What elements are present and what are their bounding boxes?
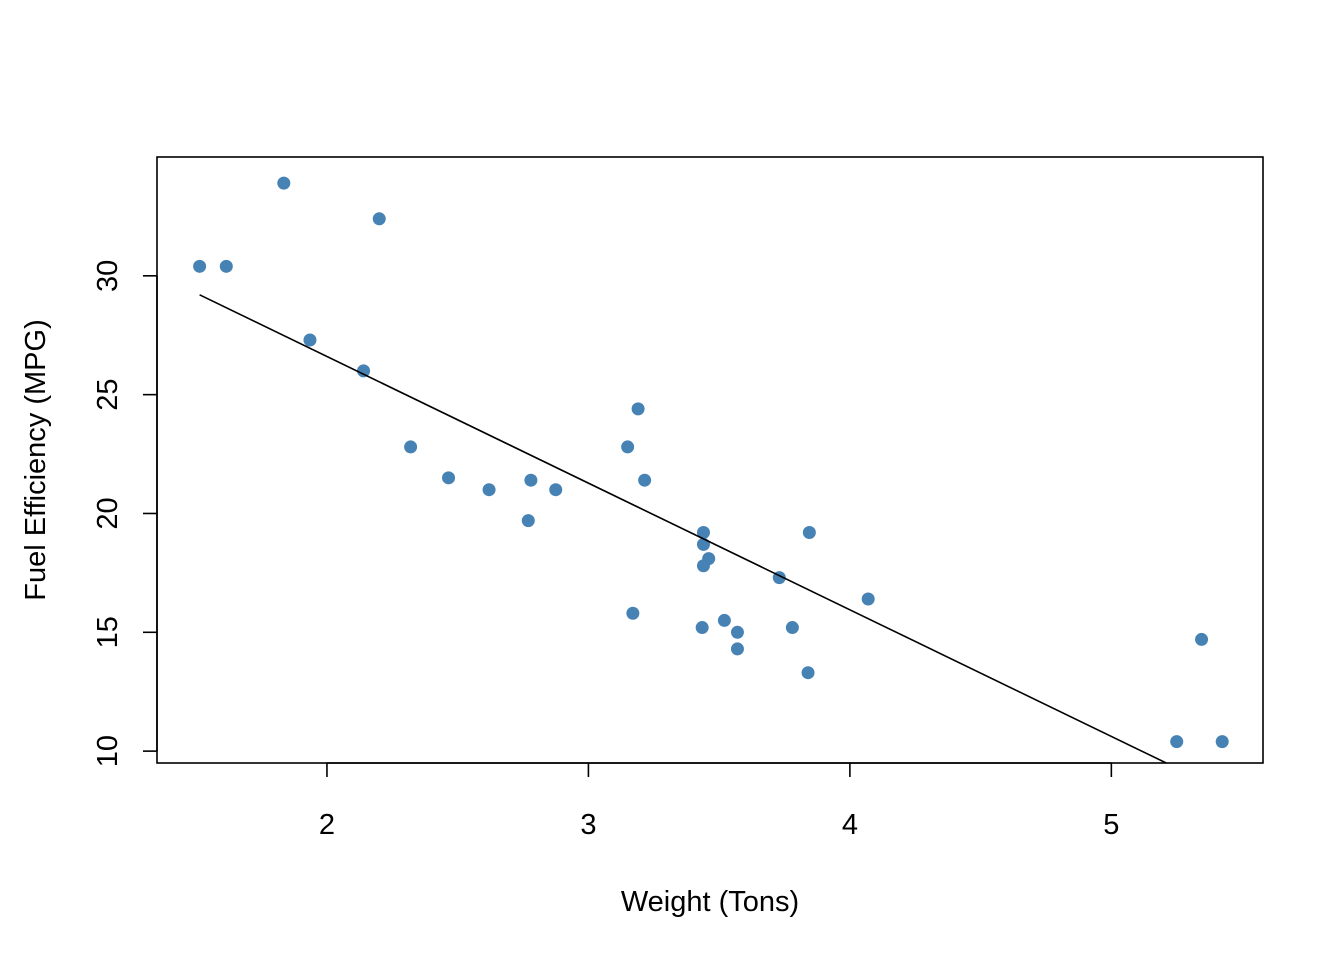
data-point — [277, 176, 291, 190]
data-point — [1170, 735, 1184, 749]
data-point — [801, 666, 815, 680]
data-points — [193, 176, 1229, 749]
x-tick-label: 3 — [580, 809, 596, 841]
data-point — [696, 559, 710, 573]
x-axis-title: Weight (Tons) — [621, 886, 799, 918]
data-point — [1195, 632, 1209, 646]
data-point — [1215, 735, 1229, 749]
data-point — [303, 333, 317, 347]
x-tick-label: 2 — [319, 809, 335, 841]
y-tick-label: 20 — [92, 497, 124, 529]
data-point — [696, 537, 710, 551]
regression-line — [199, 294, 1167, 764]
data-point — [219, 259, 233, 273]
data-point — [730, 642, 744, 656]
data-point — [521, 514, 535, 528]
x-axis: 2 3 4 5 — [319, 762, 1119, 841]
data-point — [372, 212, 386, 226]
data-point — [621, 440, 635, 454]
x-tick-label: 4 — [842, 809, 858, 841]
y-tick-label: 25 — [92, 379, 124, 411]
data-point — [549, 483, 563, 497]
data-point — [357, 364, 371, 378]
data-point — [404, 440, 418, 454]
data-point — [717, 613, 731, 627]
y-axis: 10 15 20 25 30 — [92, 260, 158, 767]
data-point — [631, 402, 645, 416]
data-point — [730, 625, 744, 639]
data-point — [861, 592, 875, 606]
data-point — [785, 621, 799, 635]
data-point — [638, 473, 652, 487]
data-point — [802, 525, 816, 539]
plot-frame — [156, 156, 1264, 764]
y-axis-title: Fuel Efficiency (MPG) — [20, 319, 52, 600]
data-point — [482, 483, 496, 497]
data-point — [524, 473, 538, 487]
data-point — [695, 621, 709, 635]
x-tick-label: 5 — [1103, 809, 1119, 841]
data-point — [442, 471, 456, 485]
y-tick-label: 10 — [92, 735, 124, 767]
y-tick-label: 30 — [92, 260, 124, 292]
data-point — [696, 525, 710, 539]
data-point — [626, 606, 640, 620]
data-point — [193, 259, 207, 273]
y-tick-label: 15 — [92, 616, 124, 648]
